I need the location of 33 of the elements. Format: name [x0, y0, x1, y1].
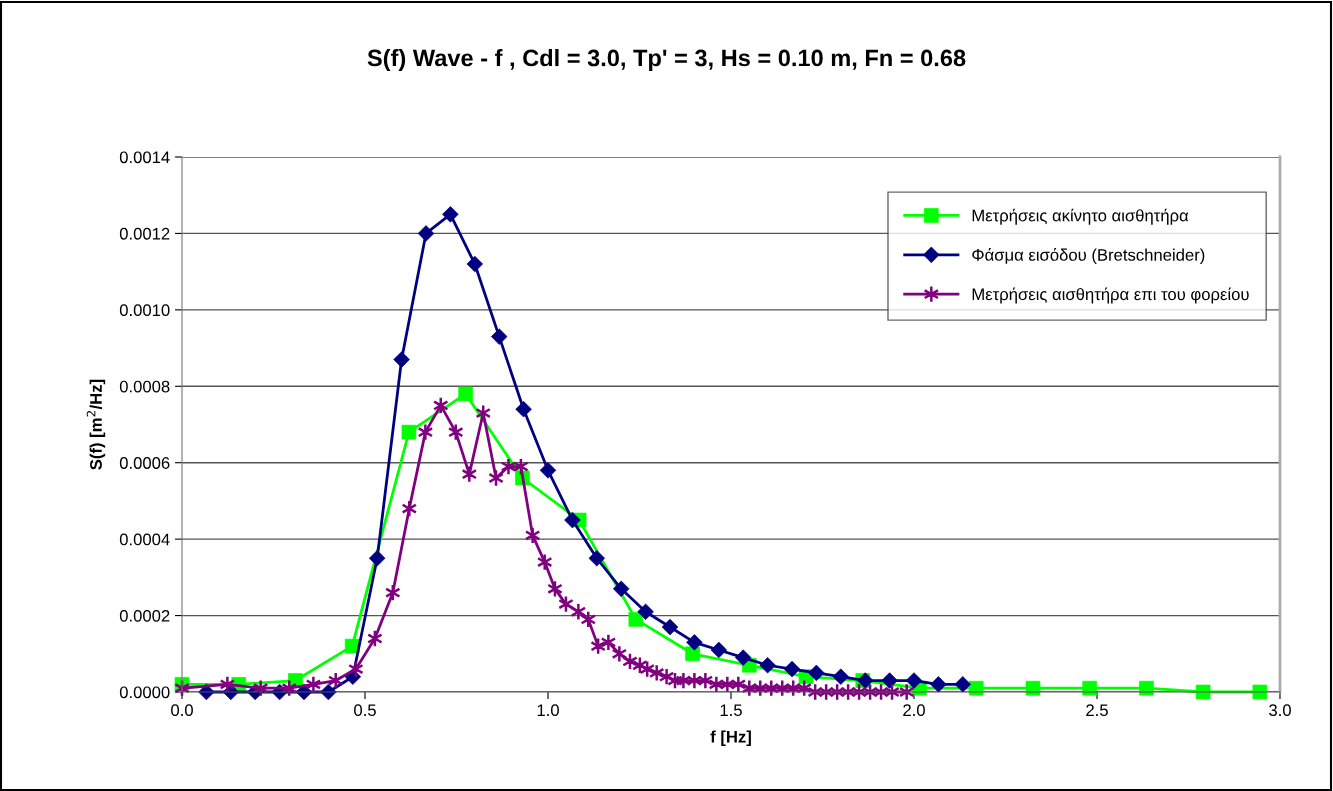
- point: [524, 526, 541, 545]
- y-tick-label: 0.0014: [119, 151, 170, 164]
- x-tick-label: 0.5: [354, 704, 376, 717]
- legend-label: Φάσμα εισόδου (Bretschneider): [972, 248, 1205, 265]
- x-tick-label: 2.5: [1086, 704, 1108, 717]
- x-tick-label: 2.0: [903, 704, 925, 717]
- legend-label: Μετρήσεις ακίνητο αισθητήρα: [972, 208, 1189, 225]
- x-tick-label: 1.0: [537, 704, 559, 717]
- legend-label: Μετρήσεις αισθητήρα επι του φορείου: [972, 287, 1249, 304]
- y-tick-label: 0.0006: [119, 457, 170, 469]
- point: [710, 641, 728, 659]
- point: [648, 664, 665, 682]
- point: [759, 657, 776, 674]
- point: [401, 424, 417, 440]
- y-tick-label: 0.0004: [119, 533, 170, 546]
- point: [536, 553, 553, 571]
- x-tick-label: 1.5: [720, 704, 742, 717]
- y-tick-label: 0.0000: [119, 686, 170, 699]
- point: [905, 672, 923, 689]
- point: [564, 511, 581, 529]
- x-tick-label: 3.0: [1269, 704, 1291, 717]
- point: [417, 423, 434, 442]
- x-axis-title: f [Hz]: [710, 730, 751, 746]
- y-tick-label: 0.0008: [119, 380, 170, 393]
- x-tick-label: 0.0: [171, 704, 193, 717]
- chart-title: S(f) Wave - f , Cdl = 3.0, Tp' = 3, Hs = 0.10 m, Fn = 0.68: [367, 49, 966, 71]
- y-tick-label: 0.0012: [119, 227, 170, 240]
- y-tick-label: 0.0010: [119, 304, 170, 317]
- point: [491, 328, 508, 345]
- y-axis-title: S(f) [m$^{2}$/Hz]: [86, 379, 106, 470]
- point: [461, 465, 478, 484]
- y-tick-label: 0.0002: [119, 609, 170, 622]
- point: [600, 633, 617, 652]
